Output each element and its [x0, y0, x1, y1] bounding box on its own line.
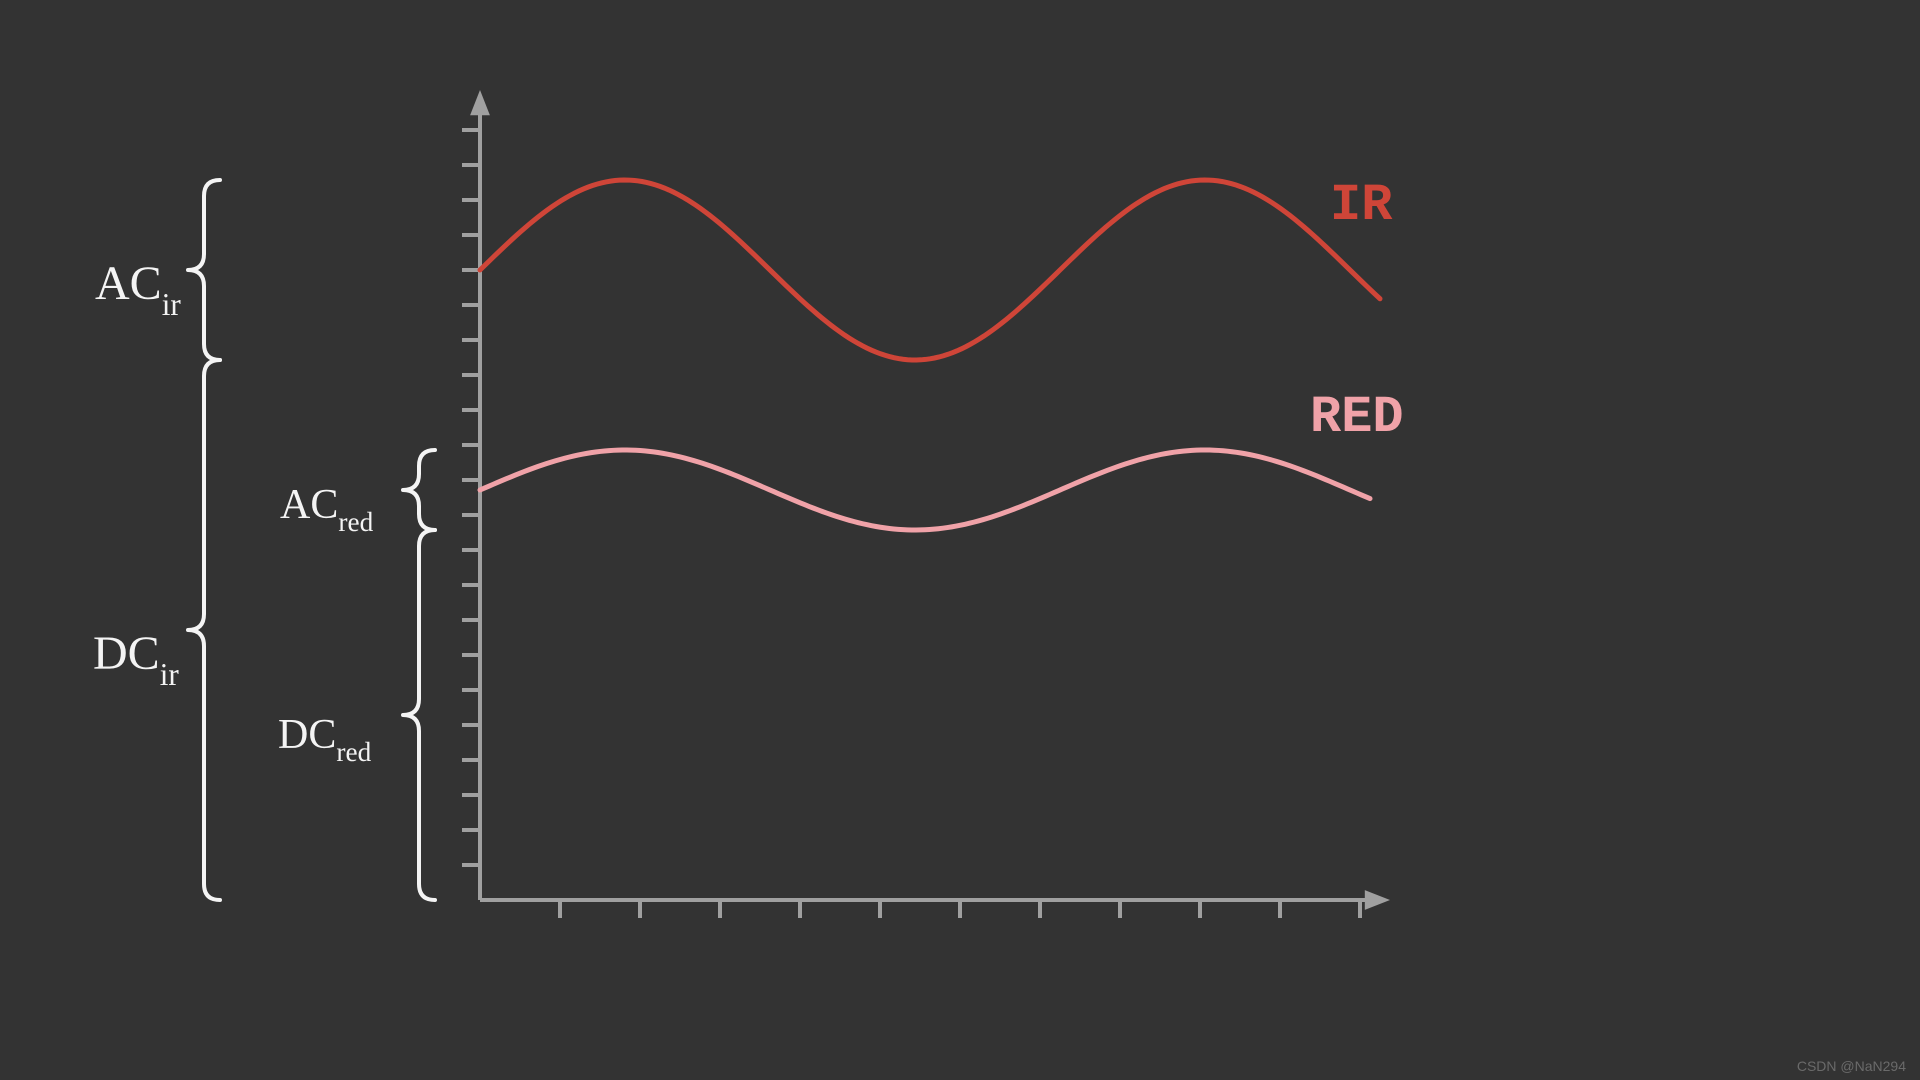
label-ac_red: ACred	[280, 481, 373, 534]
label-dc_red-sub: red	[336, 737, 371, 767]
label-dc_red-main: DC	[278, 712, 336, 758]
red-curve-label: RED	[1310, 388, 1404, 447]
ir-curve	[480, 180, 1380, 360]
brace-dc_red	[403, 530, 435, 900]
label-dc_ir: DCir	[93, 626, 179, 688]
label-dc_ir-main: DC	[93, 627, 160, 680]
label-ac_ir-main: AC	[95, 257, 162, 310]
brace-dc_ir	[188, 360, 220, 900]
brace-ac_red	[403, 450, 435, 530]
ir-curve-label: IR	[1330, 176, 1392, 235]
label-ac_ir: ACir	[95, 256, 181, 318]
brace-ac_ir	[188, 180, 220, 360]
watermark: CSDN @NaN294	[1797, 1058, 1906, 1074]
label-ac_ir-sub: ir	[162, 287, 181, 322]
label-dc_ir-sub: ir	[160, 657, 179, 692]
label-dc_red: DCred	[278, 711, 371, 764]
diagram-canvas: IR RED ACirDCirACredDCred CSDN @NaN294	[0, 0, 1920, 1080]
diagram-svg	[0, 0, 1920, 1080]
red-curve	[480, 450, 1370, 530]
label-ac_red-sub: red	[338, 507, 373, 537]
label-ac_red-main: AC	[280, 482, 338, 528]
